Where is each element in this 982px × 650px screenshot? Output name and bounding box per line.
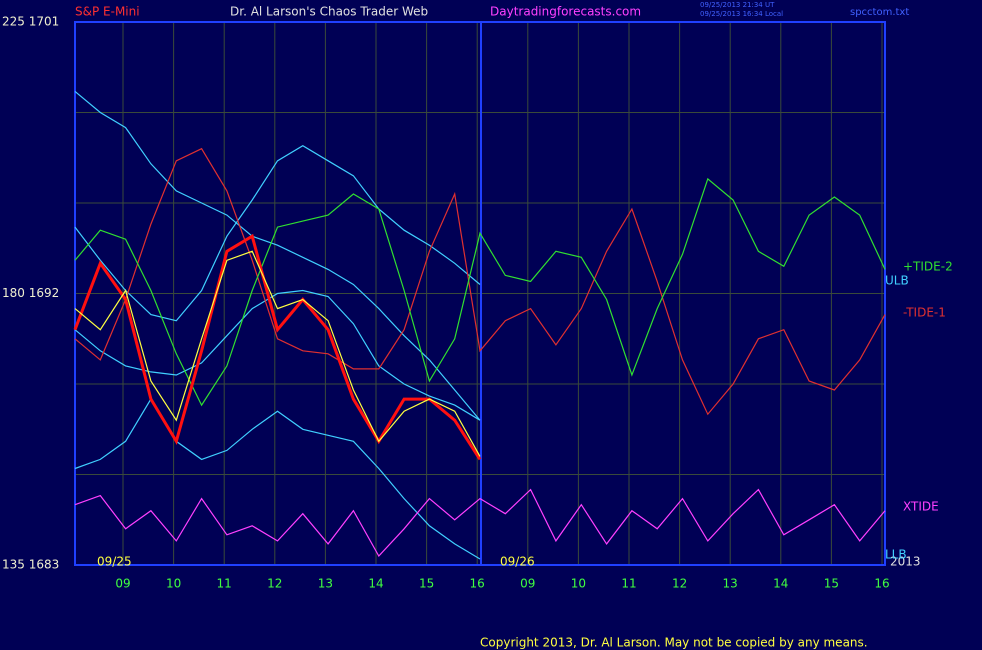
series-line [74,397,481,560]
y-tick-label: 225 1701 [2,15,59,29]
series-line [74,147,886,416]
x-tick-label: 09 [115,577,130,591]
x-tick-label: 13 [318,577,333,591]
x-tick-label: 13 [723,577,738,591]
series-line [74,90,481,421]
series-label: ULB [885,274,909,288]
series-label: XTIDE [903,500,939,514]
year-label: 2013 [890,555,921,569]
x-tick-label: 16 [470,577,485,591]
x-tick-label: 12 [672,577,687,591]
filename: spcctom.txt [850,7,909,18]
x-tick-label: 14 [773,577,788,591]
series-label: +TIDE-2 [903,260,953,274]
chart-title: Dr. Al Larson's Chaos Trader Web [230,5,428,19]
series-line [73,233,482,461]
x-tick-label: 12 [267,577,282,591]
x-tick-label: 10 [571,577,586,591]
x-tick-label: 10 [166,577,181,591]
date-label: 09/25 [97,555,132,569]
y-tick-label: 180 1692 [2,286,59,300]
series-label: -TIDE-1 [903,306,946,320]
series-line [74,250,481,457]
x-tick-label: 16 [874,577,889,591]
timestamp: 09/25/2013 21:34 UT [700,1,775,9]
x-tick-label: 11 [217,577,232,591]
instrument: S&P E-Mini [75,5,140,19]
series-label: LLB [885,548,907,562]
x-tick-label: 15 [419,577,434,591]
copyright: Copyright 2013, Dr. Al Larson. May not b… [480,636,868,650]
website: Daytradingforecasts.com [490,5,641,19]
date-label: 09/26 [500,555,535,569]
timestamp: 09/25/2013 16:34 Local [700,10,783,18]
x-tick-label: 09 [520,577,535,591]
x-tick-label: 15 [824,577,839,591]
series-line [74,177,886,407]
y-tick-label: 135 1683 [2,558,59,572]
series-line [74,145,481,322]
x-tick-label: 14 [368,577,383,591]
series-line [74,488,886,558]
x-tick-label: 11 [621,577,636,591]
